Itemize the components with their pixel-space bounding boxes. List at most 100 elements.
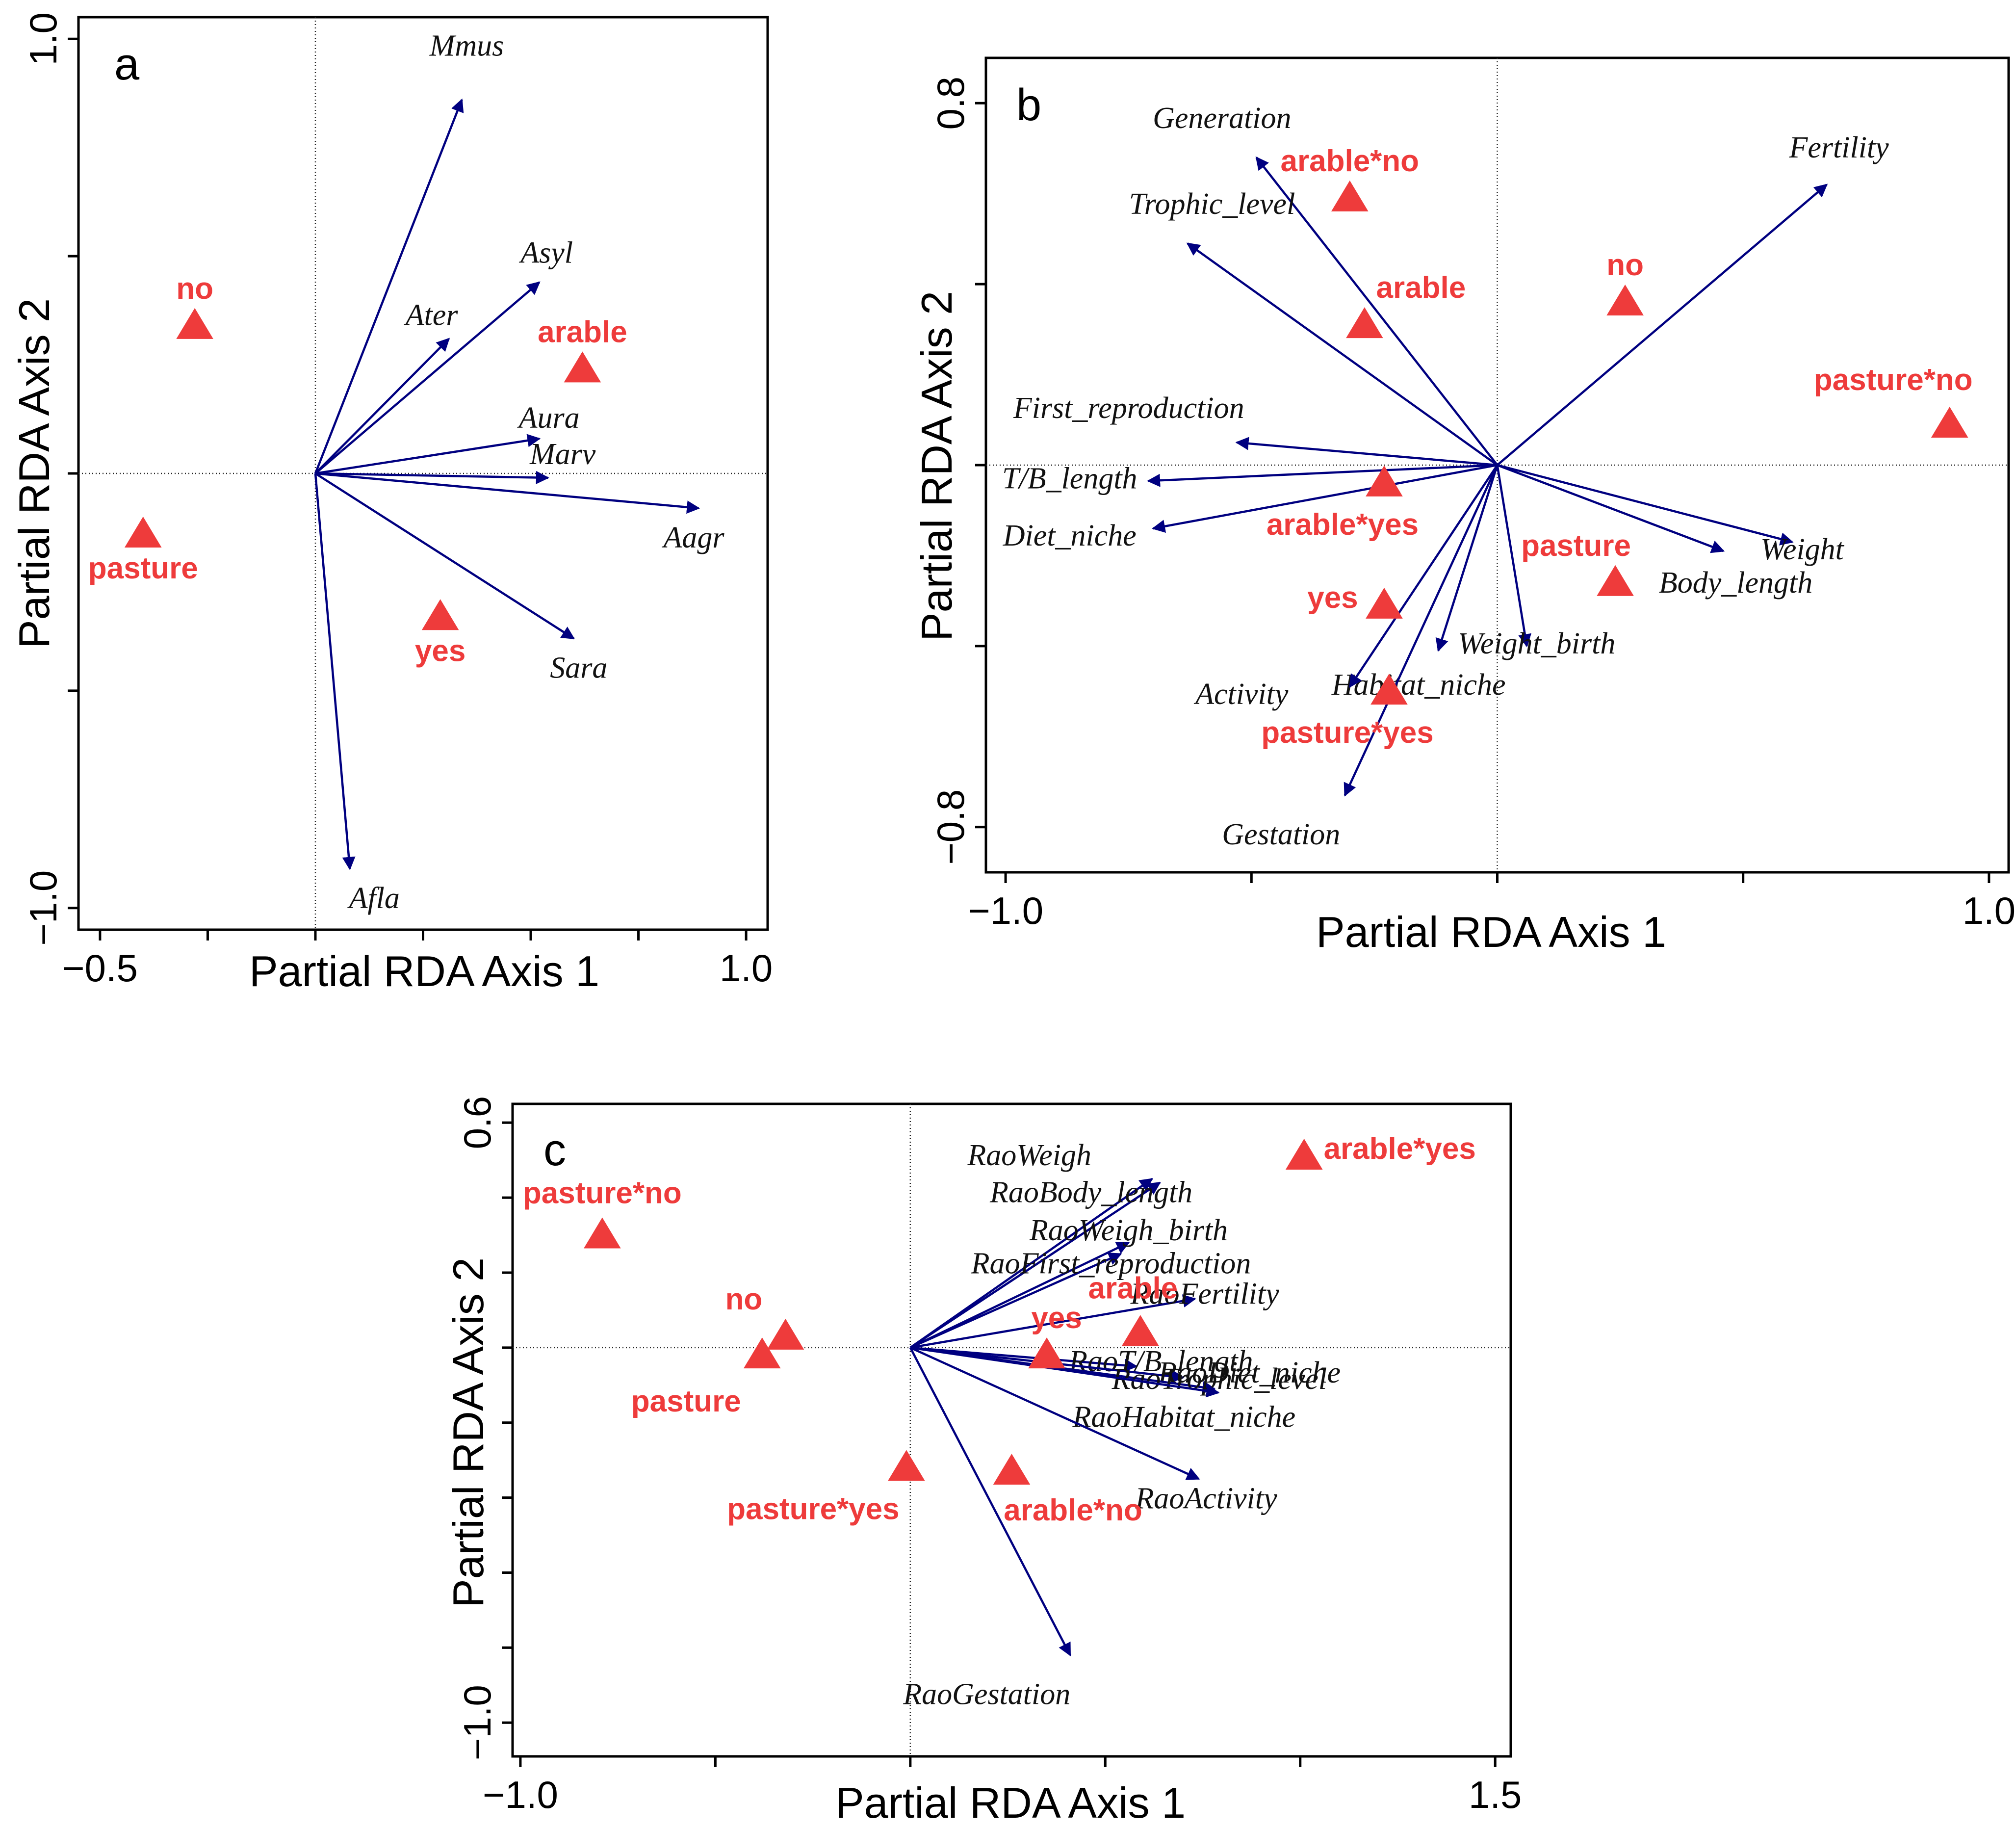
- vector-label-raofirst-reproduction: RaoFirst_reproduction: [971, 1247, 1251, 1280]
- vector-raoweigh: [909, 1178, 1153, 1349]
- group-label-arable: arable: [1376, 271, 1466, 305]
- group-marker-pasture: [124, 517, 162, 548]
- group-label-no: no: [176, 272, 213, 306]
- vector-first-reproduction: [1235, 437, 1498, 467]
- vector-label-habitat-niche: Habitat_niche: [1331, 668, 1506, 702]
- panel-a-letter: a: [114, 39, 140, 89]
- vector-trophic-level: [1186, 242, 1498, 466]
- y-tick-label: 0.6: [456, 1096, 499, 1149]
- vector-label-raoweigh: RaoWeigh: [967, 1139, 1091, 1172]
- group-marker-arable-yes: [1285, 1139, 1323, 1170]
- group-label-pasture-no: pasture*no: [1814, 363, 1973, 397]
- vector-label-activity: Activity: [1193, 678, 1289, 711]
- y-tick-label: 0.8: [929, 77, 972, 130]
- vector-raoweigh-birth: [909, 1241, 1130, 1349]
- panel-c: c Partial RDA Axis 1 Partial RDA Axis 2 …: [444, 1096, 1522, 1827]
- vector-diet-niche: [1152, 464, 1498, 533]
- panel-c-vectors: RaoWeighRaoBody_lengthRaoWeigh_birthRaoF…: [903, 1139, 1341, 1711]
- x-tick-label: 1.0: [720, 946, 773, 990]
- vector-label-raoweigh-birth: RaoWeigh_birth: [1029, 1214, 1228, 1247]
- group-label-yes: yes: [1031, 1301, 1082, 1335]
- vector-label-mmus: Mmus: [429, 29, 504, 62]
- vector-generation: [1255, 156, 1499, 466]
- group-label-arable-yes: arable*yes: [1266, 508, 1419, 542]
- panel-a-ticks: −0.5 1.0 −1.0 1.0: [22, 12, 773, 990]
- group-label-yes: yes: [1307, 581, 1358, 615]
- group-label-pasture-no: pasture*no: [523, 1176, 682, 1210]
- group-marker-pasture-yes: [1370, 674, 1408, 705]
- vector-label-trophic-level: Trophic_level: [1129, 187, 1295, 221]
- vector-gestation: [1344, 465, 1499, 797]
- vector-label-aura: Aura: [517, 401, 580, 435]
- vector-label-t-b-length: T/B_length: [1002, 462, 1137, 495]
- group-label-pasture: pasture: [1521, 529, 1631, 563]
- vector-label-generation: Generation: [1153, 102, 1291, 135]
- group-marker-yes: [421, 599, 459, 630]
- panel-c-ylabel: Partial RDA Axis 2: [444, 1257, 492, 1608]
- panel-b-groups: arable*no arable no pasture*no arable*yes pas…: [1261, 144, 1972, 750]
- panel-a: a Partial RDA Axis 1 Partial RDA Axis 2 …: [10, 12, 773, 995]
- panel-a-ylabel: Partial RDA Axis 2: [10, 298, 58, 649]
- group-label-arable-yes: arable*yes: [1324, 1132, 1476, 1166]
- group-label-yes: yes: [415, 634, 465, 668]
- x-tick-label: 1.5: [1469, 1773, 1522, 1816]
- y-tick-label: −1.0: [456, 1685, 499, 1760]
- vector-label-raogestation: RaoGestation: [903, 1678, 1070, 1711]
- group-marker-arable: [564, 351, 601, 383]
- vector-raobody-length: [909, 1181, 1161, 1349]
- panel-b-ylabel: Partial RDA Axis 2: [912, 291, 961, 641]
- vector-asyl: [314, 281, 541, 474]
- vector-weight: [1497, 464, 1794, 546]
- vector-label-weight-birth: Weight_birth: [1458, 627, 1616, 660]
- group-marker-arable-no: [1331, 180, 1369, 211]
- vector-label-raohabitat-niche: RaoHabitat_niche: [1072, 1401, 1296, 1434]
- panel-c-frame: [511, 1102, 1512, 1758]
- vector-label-afla: Afla: [347, 882, 400, 915]
- vector-label-raofertility: RaoFertility: [1130, 1277, 1280, 1310]
- vector-habitat-niche: [1435, 465, 1499, 652]
- group-label-arable: arable: [1088, 1271, 1178, 1305]
- group-marker-pasture-yes: [888, 1450, 925, 1481]
- vector-aura: [315, 434, 541, 475]
- group-label-pasture: pasture: [88, 551, 198, 585]
- group-label-arable-no: arable*no: [1281, 144, 1420, 178]
- vector-label-diet-niche: Diet_niche: [1003, 519, 1137, 552]
- group-marker-no: [767, 1318, 804, 1350]
- vector-label-ater: Ater: [404, 298, 459, 332]
- vector-label-sara: Sara: [550, 652, 607, 685]
- vector-label-raotrophic-level: RaoTrophic_level: [1111, 1362, 1327, 1396]
- group-marker-arable: [1122, 1315, 1159, 1346]
- vector-afla: [314, 473, 356, 870]
- group-marker-arable-no: [993, 1454, 1031, 1485]
- vector-mmus: [314, 98, 464, 474]
- panel-a-groups: no arable pasture yes: [88, 272, 627, 668]
- panel-a-xlabel: Partial RDA Axis 1: [249, 947, 599, 995]
- vector-label-aagr: Aagr: [662, 521, 725, 554]
- vector-t-b-length: [1147, 464, 1498, 487]
- vector-marv: [315, 470, 549, 484]
- vector-label-first-reproduction: First_reproduction: [1013, 392, 1244, 425]
- panel-b-letter: b: [1016, 80, 1041, 130]
- group-label-no: no: [725, 1282, 763, 1316]
- vector-activity: [1348, 464, 1499, 688]
- vector-label-raobody-length: RaoBody_length: [989, 1176, 1192, 1209]
- vector-label-fertility: Fertility: [1789, 131, 1889, 164]
- vector-ater: [314, 338, 450, 474]
- vector-sara: [314, 472, 575, 640]
- group-marker-no: [176, 308, 213, 339]
- panel-c-letter: c: [543, 1125, 566, 1175]
- x-tick-label: −0.5: [62, 946, 138, 990]
- group-marker-pasture: [743, 1337, 781, 1369]
- panel-b-vectors: Generation Trophic_level Fertility First_re…: [1002, 102, 1889, 851]
- vector-raofertility: [910, 1294, 1196, 1349]
- panel-b-xlabel: Partial RDA Axis 1: [1316, 908, 1666, 956]
- vector-label-raodiet-niche: RaoDiet_niche: [1158, 1356, 1341, 1389]
- vector-label-marv: Marv: [529, 438, 596, 471]
- panel-c-ticks: −1.0 1.5 −1.0 0.6: [456, 1096, 1522, 1816]
- vector-label-weight: Weight: [1760, 533, 1845, 566]
- group-label-arable: arable: [538, 315, 627, 349]
- y-tick-label: −0.8: [929, 789, 972, 865]
